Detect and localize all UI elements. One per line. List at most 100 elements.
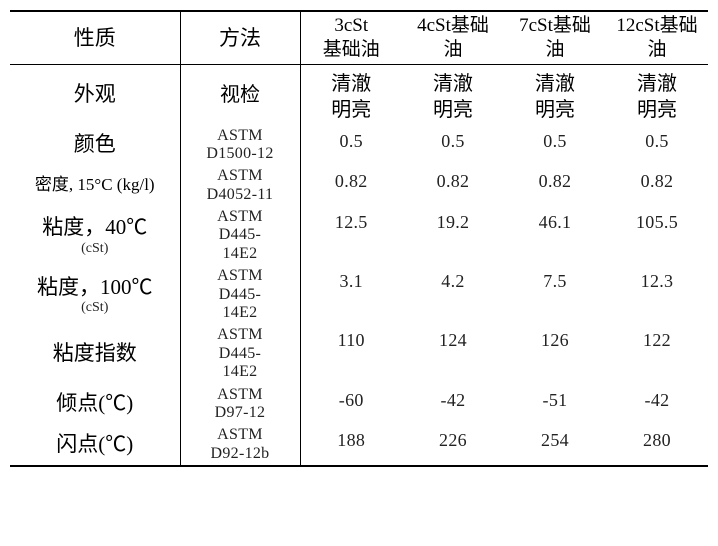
- method-label: ASTM D92-12b: [211, 426, 270, 461]
- value: 122: [643, 330, 671, 350]
- value: 0.82: [539, 171, 572, 191]
- table-row: 闪点(℃) ASTM D92-12b 188 226 254 280: [10, 424, 708, 466]
- property-cell: 闪点(℃): [10, 424, 180, 466]
- value-cell: 105.5: [606, 206, 708, 265]
- table-header: 性质 方法 3cSt 基础油 4cSt基础 油 7cSt基础 油 12cSt基础…: [10, 11, 708, 64]
- value: 254: [541, 430, 569, 450]
- value-cell: 0.82: [402, 165, 504, 206]
- method-label: ASTM D445- 14E2: [217, 267, 263, 321]
- value: 清澈 明亮: [433, 73, 473, 121]
- value: 0.82: [641, 171, 674, 191]
- col-header-4cst: 4cSt基础 油: [402, 11, 504, 64]
- value-cell: 清澈 明亮: [504, 64, 606, 125]
- value-cell: 188: [300, 424, 402, 466]
- value: -42: [645, 390, 670, 410]
- table-row: 外观视检清澈 明亮清澈 明亮清澈 明亮清澈 明亮: [10, 64, 708, 125]
- property-label: 粘度指数: [12, 341, 178, 366]
- value-cell: 110: [300, 324, 402, 383]
- value: 280: [643, 430, 671, 450]
- method-cell: ASTM D445- 14E2: [180, 265, 300, 324]
- value: 3.1: [340, 271, 363, 291]
- property-label: 粘度，40℃: [12, 215, 178, 240]
- method-cell: ASTM D97-12: [180, 384, 300, 425]
- property-cell: 粘度指数: [10, 324, 180, 383]
- property-label: 闪点(℃): [12, 432, 178, 457]
- value-cell: -42: [402, 384, 504, 425]
- property-cell: 外观: [10, 64, 180, 125]
- method-cell: ASTM D445- 14E2: [180, 324, 300, 383]
- method-label: ASTM D4052-11: [207, 167, 274, 202]
- properties-table: 性质 方法 3cSt 基础油 4cSt基础 油 7cSt基础 油 12cSt基础…: [10, 10, 708, 467]
- property-label: 倾点(℃): [12, 391, 178, 416]
- property-label: 颜色: [12, 132, 178, 157]
- value: 19.2: [437, 212, 470, 232]
- value: 124: [439, 330, 467, 350]
- value: 12.3: [641, 271, 674, 291]
- value-cell: -42: [606, 384, 708, 425]
- value-cell: 0.5: [504, 125, 606, 166]
- value: 清澈 明亮: [535, 73, 575, 121]
- value-cell: 226: [402, 424, 504, 466]
- method-label: ASTM D1500-12: [206, 127, 273, 162]
- value: 0.5: [645, 131, 668, 151]
- value-cell: 0.5: [606, 125, 708, 166]
- value-cell: 清澈 明亮: [606, 64, 708, 125]
- value-cell: 12.5: [300, 206, 402, 265]
- table-row: 倾点(℃) ASTM D97-12 -60 -42 -51 -42: [10, 384, 708, 425]
- value: 0.82: [335, 171, 368, 191]
- value: 126: [541, 330, 569, 350]
- value-cell: 254: [504, 424, 606, 466]
- value-cell: 46.1: [504, 206, 606, 265]
- value: 12.5: [335, 212, 368, 232]
- method-cell: ASTM D1500-12: [180, 125, 300, 166]
- value: -42: [441, 390, 466, 410]
- value-cell: 7.5: [504, 265, 606, 324]
- value: 4.2: [441, 271, 464, 291]
- col-header-3cst: 3cSt 基础油: [300, 11, 402, 64]
- value: 7.5: [543, 271, 566, 291]
- value: 46.1: [539, 212, 572, 232]
- value: 清澈 明亮: [331, 73, 371, 121]
- value-cell: 122: [606, 324, 708, 383]
- value-cell: -60: [300, 384, 402, 425]
- property-sublabel: (cSt): [12, 241, 178, 256]
- method-cell: ASTM D92-12b: [180, 424, 300, 466]
- property-label: 外观: [12, 82, 178, 107]
- value-cell: 4.2: [402, 265, 504, 324]
- property-label: 粘度，100℃: [12, 275, 178, 300]
- properties-table-wrapper: 性质 方法 3cSt 基础油 4cSt基础 油 7cSt基础 油 12cSt基础…: [10, 10, 708, 467]
- property-cell: 粘度，40℃(cSt): [10, 206, 180, 265]
- method-label: ASTM D445- 14E2: [217, 326, 263, 380]
- value: 0.5: [340, 131, 363, 151]
- value-cell: 124: [402, 324, 504, 383]
- value-cell: 0.82: [504, 165, 606, 206]
- value: 188: [337, 430, 365, 450]
- table-row: 粘度，100℃(cSt) ASTM D445- 14E2 3.1 4.2 7.5 12.3: [10, 265, 708, 324]
- property-label: 密度, 15°C (kg/l): [12, 175, 178, 195]
- property-cell: 粘度，100℃(cSt): [10, 265, 180, 324]
- value: 226: [439, 430, 467, 450]
- value: 0.5: [543, 131, 566, 151]
- property-cell: 倾点(℃): [10, 384, 180, 425]
- method-label: ASTM D97-12: [215, 386, 266, 421]
- value-cell: 0.5: [402, 125, 504, 166]
- value-cell: 清澈 明亮: [402, 64, 504, 125]
- col-header-method: 方法: [180, 11, 300, 64]
- value-cell: 0.82: [606, 165, 708, 206]
- value-cell: 19.2: [402, 206, 504, 265]
- value-cell: -51: [504, 384, 606, 425]
- value-cell: 0.5: [300, 125, 402, 166]
- table-body: 外观视检清澈 明亮清澈 明亮清澈 明亮清澈 明亮颜色ASTM D1500-120…: [10, 64, 708, 466]
- value: -60: [339, 390, 364, 410]
- method-cell: 视检: [180, 64, 300, 125]
- method-cell: ASTM D4052-11: [180, 165, 300, 206]
- value-cell: 126: [504, 324, 606, 383]
- value-cell: 3.1: [300, 265, 402, 324]
- method-label: ASTM D445- 14E2: [217, 208, 263, 262]
- table-row: 颜色 ASTM D1500-12 0.5 0.5 0.5 0.5: [10, 125, 708, 166]
- value: 0.5: [441, 131, 464, 151]
- method-cell: ASTM D445- 14E2: [180, 206, 300, 265]
- table-row: 密度, 15°C (kg/l) ASTM D4052-11 0.82 0.82 0.82…: [10, 165, 708, 206]
- col-header-7cst: 7cSt基础 油: [504, 11, 606, 64]
- value: 清澈 明亮: [637, 73, 677, 121]
